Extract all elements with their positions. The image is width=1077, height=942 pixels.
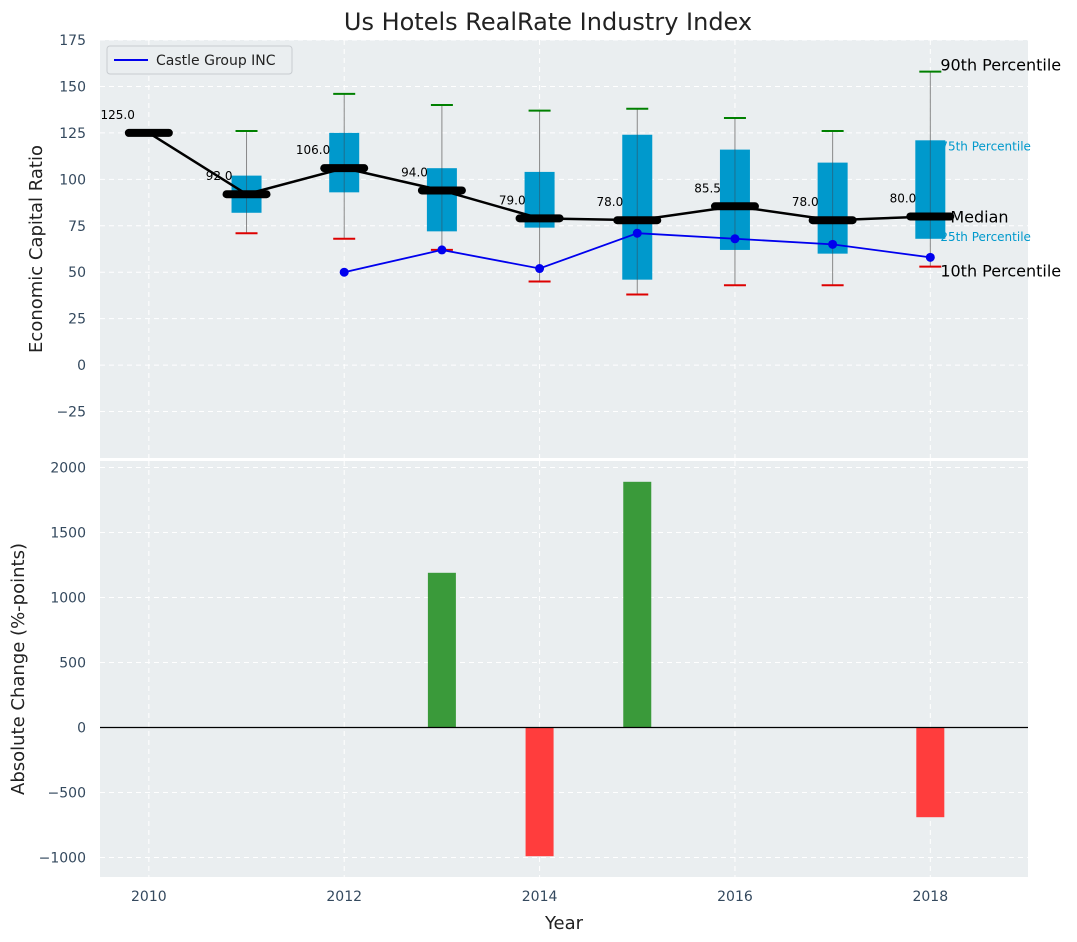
x-tick-label: 2010	[131, 889, 167, 905]
median-value-label: 79.0	[499, 193, 526, 207]
top-y-tick-label: 175	[59, 33, 86, 49]
change-bar-2018[interactable]	[916, 727, 945, 818]
box-2016[interactable]	[719, 117, 750, 287]
bottom-y-tick-label: 1000	[50, 591, 86, 607]
company-point[interactable]	[437, 245, 447, 255]
median-value-label: 78.0	[597, 195, 624, 209]
bottom-y-tick-label: −500	[48, 786, 86, 802]
top-y-tick-label: 75	[68, 219, 86, 235]
bottom-y-tick-label: 2000	[50, 461, 86, 477]
bottom-y-axis-label: Absolute Change (%-points)	[8, 543, 29, 795]
bottom-plot-area	[100, 461, 1028, 877]
top-panel: −25 0 25 50 75 100 125 150 175 125.0 92.0 106.0 94.…	[26, 33, 1061, 458]
legend-label-castle-group: Castle Group INC	[156, 53, 276, 69]
top-y-tick-label: 25	[68, 312, 86, 328]
box-2015[interactable]	[622, 107, 653, 296]
box-2017[interactable]	[817, 130, 848, 287]
median-value-label: 85.5	[694, 181, 721, 195]
annotation-p75: 75th Percentile	[940, 139, 1031, 153]
company-point[interactable]	[828, 239, 838, 249]
box-2012[interactable]	[329, 92, 360, 240]
top-y-tick-label: 150	[59, 79, 86, 95]
company-point[interactable]	[339, 267, 349, 277]
x-tick-label: 2014	[522, 889, 558, 905]
median-value-label: 125.0	[100, 108, 134, 122]
annotation-p10: 10th Percentile	[940, 262, 1061, 281]
top-y-axis-label: Economic Capital Ratio	[26, 145, 47, 353]
change-bar-2015[interactable]	[623, 481, 652, 728]
company-point[interactable]	[925, 252, 935, 262]
annotation-median: Median	[950, 207, 1008, 226]
bottom-y-tick-label: 0	[77, 721, 86, 737]
x-tick-label: 2016	[717, 889, 753, 905]
bottom-panel: −1000 −500 0 500 1000 1500 2000 2010 2012 2014 20…	[8, 461, 1028, 934]
top-y-tick-label: 0	[77, 358, 86, 374]
bottom-x-axis-label: Year	[544, 913, 584, 934]
box-2018[interactable]	[915, 70, 946, 268]
chart-title: Us Hotels RealRate Industry Index	[344, 8, 752, 36]
median-value-label: 94.0	[401, 165, 428, 179]
company-point[interactable]	[632, 228, 642, 238]
x-tick-label: 2012	[326, 889, 362, 905]
legend-box	[106, 45, 293, 75]
annotation-p90: 90th Percentile	[940, 56, 1061, 75]
top-y-tick-label: 50	[68, 265, 86, 281]
x-tick-label: 2018	[912, 889, 948, 905]
legend[interactable]: Castle Group INC	[106, 45, 293, 75]
company-point[interactable]	[730, 234, 740, 244]
median-value-label: 106.0	[296, 143, 330, 157]
box-2013[interactable]	[426, 104, 457, 251]
top-y-tick-label: −25	[56, 405, 86, 421]
annotation-p25: 25th Percentile	[940, 230, 1031, 244]
top-y-tick-label: 125	[59, 126, 86, 142]
top-y-tick-label: 100	[59, 172, 86, 188]
bottom-y-tick-label: 500	[59, 656, 86, 672]
company-point[interactable]	[535, 264, 545, 274]
change-bar-2014[interactable]	[525, 727, 554, 857]
median-value-label: 80.0	[890, 191, 917, 205]
bottom-y-tick-label: −1000	[39, 851, 86, 867]
median-value-label: 92.0	[206, 169, 233, 183]
median-value-label: 78.0	[792, 195, 819, 209]
change-bar-2013[interactable]	[427, 572, 456, 728]
top-plot-area	[100, 40, 1028, 458]
bottom-y-tick-label: 1500	[50, 526, 86, 542]
